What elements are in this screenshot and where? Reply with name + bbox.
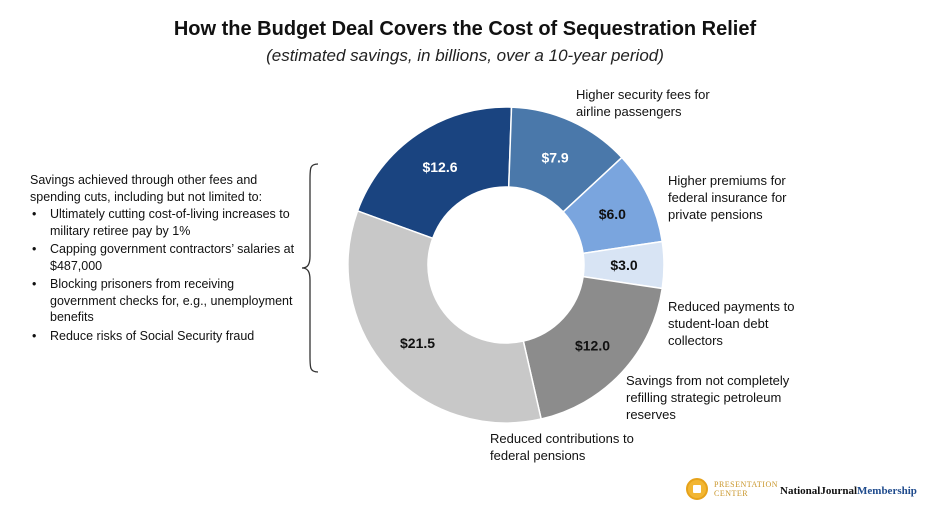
list-item: • Reduce risks of Social Security fraud: [30, 328, 302, 345]
label-line: Reduced contributions to: [490, 431, 634, 446]
label-line: Savings from not completely: [626, 373, 790, 388]
list-item-text: Capping government contractors’ salaries…: [50, 242, 295, 273]
chart-title: How the Budget Deal Covers the Cost of S…: [173, 18, 757, 40]
list-item: • Blocking prisoners from receiving gover…: [30, 276, 302, 326]
label-line: reserves: [626, 407, 676, 422]
label-line: student-loan debt: [668, 316, 769, 331]
label-line: private pensions: [668, 207, 763, 222]
bullet-icon: •: [32, 328, 37, 343]
bullet-icon: •: [32, 207, 37, 221]
donut-slice: [356, 106, 513, 240]
note-intro: Savings achieved through other fees and …: [30, 173, 263, 204]
label-line: federal pensions: [490, 448, 586, 463]
slice-value-label: $6.0: [599, 206, 626, 222]
label-line: airline passengers: [576, 104, 682, 119]
brace-icon: [301, 163, 319, 373]
label-petroleum: Savings from not completely refilling st…: [626, 372, 789, 423]
logo-text: PRESENTATION: [714, 480, 779, 489]
list-item: • Capping government contractors’ salarie…: [30, 241, 302, 274]
donut-slice: [522, 275, 664, 420]
list-item-text: Reduce risks of Social Security fraud: [50, 328, 255, 343]
note-list: • Ultimately cutting cost-of-living incre…: [30, 206, 302, 344]
donut-slice: [347, 209, 543, 424]
label-student-loan: Reduced payments to student-loan debt co…: [668, 298, 794, 349]
list-item-text: Blocking prisoners from receiving govern…: [50, 277, 293, 324]
label-airline-fees: Higher security fees for airline passeng…: [576, 86, 710, 120]
slice-value-label: $12.0: [575, 337, 610, 353]
label-line: refilling strategic petroleum: [626, 390, 782, 405]
label-insurance-premiums: Higher premiums for federal insurance fo…: [668, 172, 787, 223]
slice-value-label: $12.6: [422, 159, 457, 175]
label-line: Higher security fees for: [576, 87, 710, 102]
label-line: federal insurance for: [668, 190, 787, 205]
list-item-text: Ultimately cutting cost-of-living increa…: [50, 207, 290, 238]
label-line: collectors: [668, 333, 723, 348]
presentation-center-logo: PRESENTATION CENTER: [686, 478, 778, 500]
other-savings-note: Savings achieved through other fees and …: [30, 172, 302, 346]
seal-icon: [686, 478, 708, 500]
chart-subtitle: (estimated savings, in billions, over a …: [266, 46, 664, 65]
logo-text: NationalJournal: [780, 485, 858, 497]
slice-value-label: $21.5: [400, 335, 435, 351]
slice-value-label: $3.0: [610, 257, 637, 273]
bullet-icon: •: [32, 242, 37, 256]
logo-text: CENTER: [714, 489, 749, 498]
bullet-icon: •: [32, 277, 37, 291]
logo-text: Membership: [857, 485, 917, 497]
slice-value-label: $7.9: [541, 150, 568, 166]
label-line: Higher premiums for: [668, 173, 786, 188]
label-federal-pensions: Reduced contributions to federal pension…: [490, 430, 634, 464]
label-line: Reduced payments to: [668, 299, 795, 314]
national-journal-logo: NationalJournalMembership: [780, 485, 917, 497]
list-item: • Ultimately cutting cost-of-living incre…: [30, 206, 302, 239]
